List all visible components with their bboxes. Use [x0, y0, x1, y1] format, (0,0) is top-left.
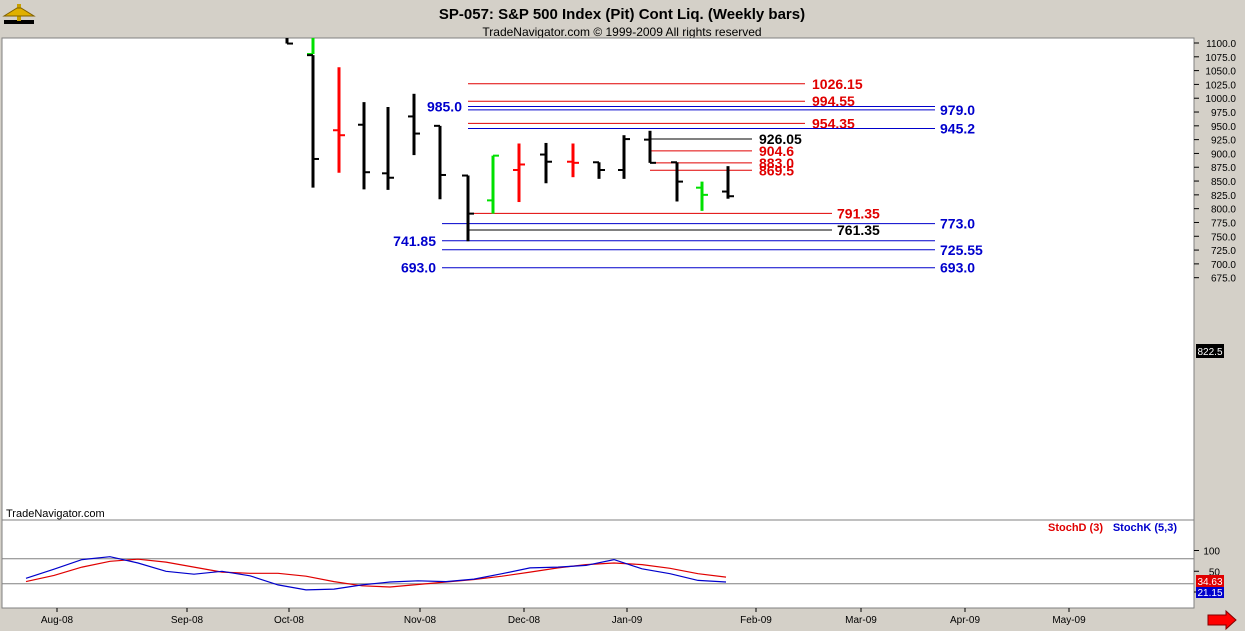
- stochk-line: [25, 556, 727, 591]
- ohlc-bar: [567, 143, 579, 178]
- stochk-value-tag: 21.15: [1196, 587, 1224, 599]
- price-tick-label: 875.0: [1211, 163, 1236, 174]
- watermark-text: TradeNavigator.com: [6, 508, 105, 520]
- price-tick-label: 975.0: [1211, 108, 1236, 119]
- ohlc-bar: [408, 93, 420, 156]
- ohlc-bar: [513, 143, 525, 203]
- price-tick-label: 900.0: [1211, 149, 1236, 160]
- ohlc-bar: [696, 181, 708, 211]
- ohlc-bar: [618, 135, 630, 179]
- price-tick-label: 775.0: [1211, 218, 1236, 229]
- ohlc-bar: [722, 166, 734, 199]
- stochastic-lines: [25, 556, 727, 591]
- chart-title: SP-057: S&P 500 Index (Pit) Cont Liq. (W…: [439, 6, 805, 23]
- price-tick-label: 1100.0: [1206, 39, 1236, 50]
- price-tick-label: 800.0: [1211, 205, 1236, 216]
- time-tick-label: Sep-08: [171, 615, 204, 626]
- legend-stochk: StochK (5,3): [1113, 522, 1178, 534]
- level-label: 791.35: [837, 205, 880, 221]
- scroll-right-arrow-icon[interactable]: [1207, 609, 1237, 631]
- time-tick-label: May-09: [1052, 615, 1086, 626]
- stoch-tick-label: 50: [1209, 567, 1221, 578]
- app-logo-icon: [2, 4, 36, 24]
- level-label: 773.0: [940, 216, 975, 232]
- level-label: 725.55: [940, 242, 983, 258]
- level-label: 994.55: [812, 93, 855, 109]
- stochk-value: 21.15: [1197, 588, 1222, 599]
- price-tick-label: 850.0: [1211, 177, 1236, 188]
- level-label: 883.0: [759, 155, 794, 171]
- level-label: 693.0: [401, 260, 436, 276]
- time-tick-label: Oct-08: [274, 615, 304, 626]
- ohlc-bar: [644, 130, 656, 164]
- price-tick-label: 750.0: [1211, 232, 1236, 243]
- level-label: 1026.15: [812, 76, 863, 92]
- time-axis: Aug-08 Sep-08 Oct-08 Nov-08 Dec-08 Jan-09 Feb-…: [41, 608, 1086, 626]
- time-tick-label: Dec-08: [508, 615, 541, 626]
- ohlc-bar: [671, 161, 683, 202]
- last-price-value: 822.5: [1197, 347, 1222, 358]
- time-tick-label: Mar-09: [845, 615, 877, 626]
- level-label: 741.85: [393, 233, 436, 249]
- time-tick-label: Nov-08: [404, 615, 437, 626]
- price-tick-label: 725.0: [1211, 246, 1236, 257]
- ohlc-bar: [285, 38, 293, 45]
- price-tick-label: 825.0: [1211, 191, 1236, 202]
- price-tick-label: 700.0: [1211, 260, 1236, 271]
- chart-copyright: TradeNavigator.com © 1999-2009 All right…: [482, 25, 761, 39]
- stochd-line: [25, 558, 727, 588]
- price-panel: [1, 37, 1195, 521]
- price-tick-label: 1075.0: [1205, 53, 1236, 64]
- ohlc-bar: [307, 54, 319, 188]
- ohlc-bar: [307, 38, 315, 56]
- ohlc-bar: [434, 124, 446, 200]
- ohlc-bar: [382, 107, 394, 190]
- level-label: 869.5: [759, 162, 794, 178]
- price-tick-label: 925.0: [1211, 136, 1236, 147]
- ohlc-bar: [462, 174, 474, 242]
- level-label: 761.35: [837, 222, 880, 238]
- level-label: 926.05: [759, 131, 802, 147]
- price-axis: 1100.0 1075.0 1050.0 1025.0 1000.0 975.0 950.0…: [1194, 39, 1236, 285]
- price-tick-label: 675.0: [1211, 274, 1236, 285]
- time-tick-label: Apr-09: [950, 615, 980, 626]
- price-tick-label: 950.0: [1211, 122, 1236, 133]
- time-tick-label: Aug-08: [41, 615, 74, 626]
- legend-stochd: StochD (3): [1048, 522, 1103, 534]
- level-label: 904.6: [759, 143, 794, 159]
- ohlc-bars: [285, 38, 734, 242]
- chart-header: SP-057: S&P 500 Index (Pit) Cont Liq. (W…: [2, 4, 805, 39]
- price-tick-label: 1025.0: [1205, 80, 1236, 91]
- time-tick-label: Jan-09: [612, 615, 643, 626]
- ohlc-bar: [487, 154, 499, 214]
- ohlc-bar: [540, 142, 552, 184]
- stochd-value-tag: 34.63: [1196, 575, 1224, 588]
- stochd-value: 34.63: [1197, 577, 1222, 588]
- price-tick-label: 1050.0: [1205, 67, 1236, 78]
- level-label: 954.35: [812, 115, 855, 131]
- level-label: 985.0: [427, 99, 462, 115]
- time-tick-label: Feb-09: [740, 615, 772, 626]
- level-label: 693.0: [940, 260, 975, 276]
- ohlc-bar: [358, 102, 370, 190]
- last-price-tag: 822.5: [1196, 344, 1224, 358]
- ohlc-bar: [333, 67, 345, 173]
- level-label: 945.2: [940, 120, 975, 136]
- ohlc-bar: [593, 161, 605, 179]
- price-tick-label: 1000.0: [1205, 94, 1236, 105]
- stoch-tick-label: 100: [1203, 547, 1220, 558]
- level-label: 979.0: [940, 102, 975, 118]
